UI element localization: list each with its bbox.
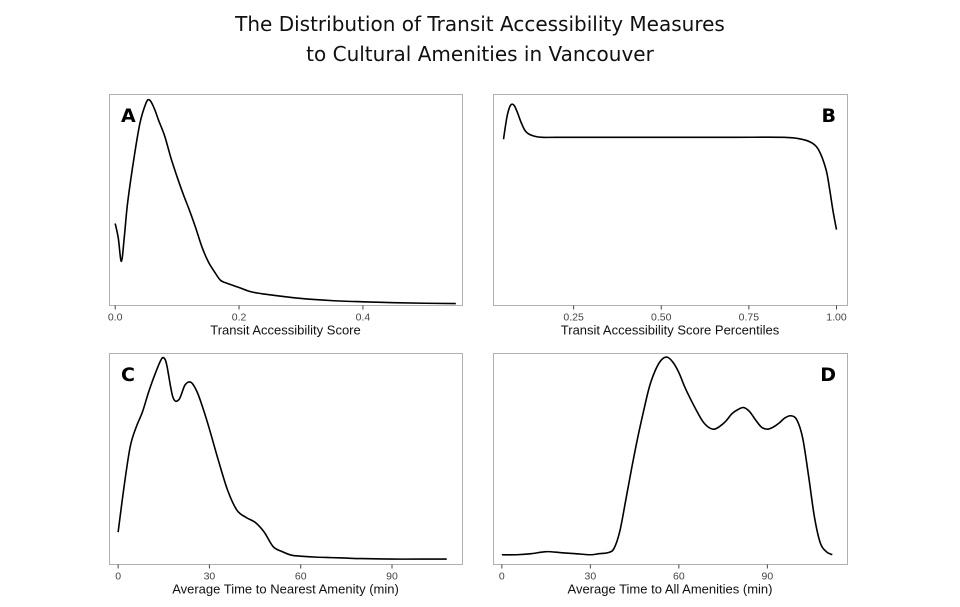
panel-c-x-tick-label: 60 (295, 571, 307, 583)
panel-c-x-tick-label: 30 (204, 571, 216, 583)
panel-b-density-curve (502, 103, 838, 230)
panel-b: 0.25 0.50 0.75 1.00 Transit Accessibility Sc… (493, 94, 848, 338)
panel-a-x-tick-label: 0.0 (108, 312, 123, 324)
panel-d-x-tick-label: 90 (762, 571, 774, 583)
panel-d-density-curve (501, 356, 833, 556)
panel-a-letter: A (121, 105, 136, 127)
panel-c-x-tick-label: 90 (386, 571, 398, 583)
panel-c-density-curve (117, 356, 447, 560)
panel-b-x-tick-label: 1.00 (826, 312, 847, 324)
panel-b-x-tick-label: 0.50 (651, 312, 672, 324)
panel-b-letter: B (822, 105, 836, 127)
panel-b-x-axis-label: Transit Accessibility Score Percentiles (561, 323, 780, 338)
panel-d-x-tick-label: 0 (499, 571, 505, 583)
panel-a-x-axis-label: Transit Accessibility Score (210, 323, 361, 338)
figure-title-line-1: The Distribution of Transit Accessibilit… (235, 12, 725, 36)
panel-c-x-tick-label: 0 (115, 571, 121, 583)
panel-c-x-axis-label: Average Time to Nearest Amenity (min) (172, 582, 399, 597)
panel-b-frame (493, 94, 848, 306)
figure-title-line-2: to Cultural Amenities in Vancouver (306, 42, 654, 66)
panel-a-x-tick-label: 0.2 (232, 312, 247, 324)
panel-a-density-curve (114, 98, 456, 305)
panel-d-x-axis-label: Average Time to All Amenities (min) (568, 582, 773, 597)
panel-d-x-tick-label: 30 (585, 571, 597, 583)
panel-b-x-tick-label: 0.75 (739, 312, 760, 324)
panel-d-x-tick-label: 60 (673, 571, 685, 583)
panel-b-x-tick-label: 0.25 (563, 312, 584, 324)
panel-d-frame (493, 353, 848, 565)
panel-d-letter: D (820, 364, 836, 386)
panel-a-x-tick-label: 0.4 (356, 312, 371, 324)
panel-a-frame (109, 94, 463, 306)
panel-c-frame (109, 353, 463, 565)
panel-c-letter: C (121, 364, 135, 386)
